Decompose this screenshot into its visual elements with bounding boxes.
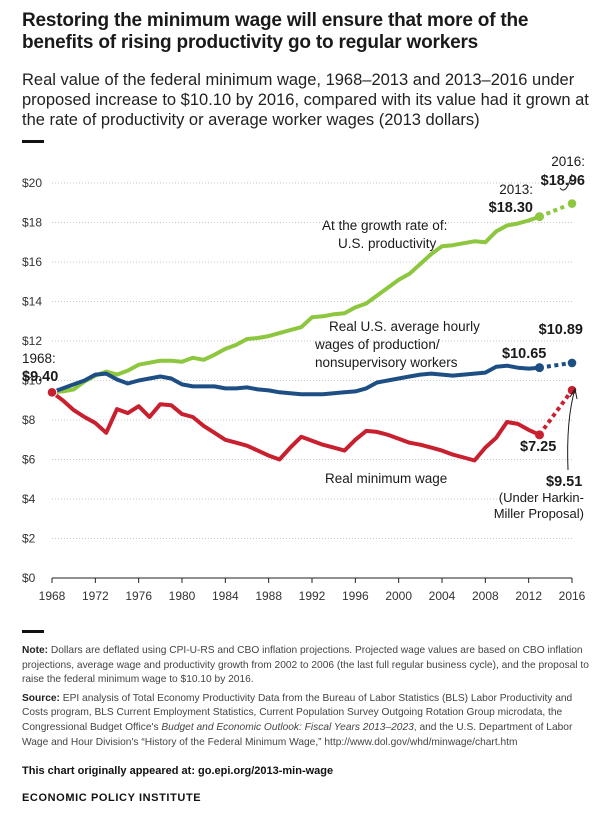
y-tick-label: $6 xyxy=(22,453,36,467)
org-name: ECONOMIC POLICY INSTITUTE xyxy=(22,792,202,804)
productivity-series-line xyxy=(50,214,542,395)
x-tick-label: 2008 xyxy=(472,589,499,603)
source-italic: Budget and Economic Outlook: Fiscal Year… xyxy=(161,721,414,733)
chart-subtitle: Real value of the federal minimum wage, … xyxy=(22,71,589,129)
productivity-2013-point xyxy=(535,212,544,222)
note-text: Dollars are deflated using CPI-U-RS and … xyxy=(22,645,589,686)
notes-rule xyxy=(22,630,44,633)
wages-series-label-2: wages of production/ xyxy=(314,337,440,352)
x-tick-label: 1996 xyxy=(342,589,369,603)
line-chart: $0 $2 $4 $6 $8 $10 $12 $14 $16 $18 $20 1968 1972 1976… xyxy=(22,154,586,603)
notes-block: Note: Dollars are deflated using CPI-U-R… xyxy=(22,644,592,754)
wages-2013-point xyxy=(535,363,544,373)
source-text-1: EPI analysis of Total Economy Productivi… xyxy=(22,692,573,733)
wages-2013-value-label: $10.65 xyxy=(502,346,546,362)
x-tick-label: 1992 xyxy=(299,589,326,603)
start-point xyxy=(46,387,58,398)
wages-projection-line xyxy=(539,360,573,370)
chart-title: Restoring the minimum wage will ensure t… xyxy=(22,10,529,53)
x-tick-label: 1976 xyxy=(125,589,152,603)
minimum_wage-2013-point xyxy=(535,430,544,440)
min-2016-pointer xyxy=(567,388,576,471)
productivity-projection-line xyxy=(538,201,573,219)
x-tick-label: 2004 xyxy=(429,589,456,603)
y-tick-label: $14 xyxy=(22,295,42,309)
prod-2016-value-label: $18.96 xyxy=(541,173,585,189)
y-tick-label: $10 xyxy=(22,374,42,388)
prod-series-label-1: At the growth rate of: xyxy=(322,218,447,233)
prod-2013-value-label: $18.30 xyxy=(489,200,533,216)
source-paragraph: Source: EPI analysis of Total Economy Pr… xyxy=(22,692,592,750)
x-tick-label: 2012 xyxy=(515,589,542,603)
x-tick-label: 1984 xyxy=(212,589,239,603)
y-tick-label: $18 xyxy=(22,216,42,230)
start-year-label: 1968: xyxy=(22,351,56,366)
minimum_wage-series-line xyxy=(50,390,542,463)
source-text-2: , and the U.S. Department of Labor Wage … xyxy=(22,721,573,748)
wages-2016-value-label: $10.89 xyxy=(539,322,583,338)
prod-2016-year-label: 2016: xyxy=(551,154,585,169)
prod-series-label-2: U.S. productivity xyxy=(338,236,437,251)
min-2016-pointer-head xyxy=(569,387,578,400)
minimum_wage-projection-line xyxy=(537,389,574,436)
min-2013-value-label: $7.25 xyxy=(520,439,556,455)
x-tick-label: 1980 xyxy=(169,589,196,603)
x-tick-label: 2016 xyxy=(559,589,586,603)
y-tick-label: $4 xyxy=(22,492,36,506)
x-tick-label: 1968 xyxy=(39,589,66,603)
source-label: Source: xyxy=(22,692,60,704)
wages-series-line xyxy=(50,363,542,397)
y-tick-label: $20 xyxy=(22,176,42,190)
productivity-2016-point xyxy=(566,198,578,209)
wages-series-label-3: nonsupervisory workers xyxy=(315,355,458,370)
x-tick-label: 1972 xyxy=(82,589,109,603)
y-tick-label: $12 xyxy=(22,334,42,348)
min-2016-value-label: $9.51 xyxy=(546,474,582,490)
min-series-label: Real minimum wage xyxy=(325,471,447,486)
y-tick-label: $0 xyxy=(22,571,36,585)
y-tick-label: $16 xyxy=(22,255,42,269)
y-tick-label: $8 xyxy=(22,413,36,427)
note-paragraph: Note: Dollars are deflated using CPI-U-R… xyxy=(22,644,592,688)
note-label: Note: xyxy=(22,645,49,656)
min-2016-note-1: (Under Harkin- xyxy=(499,490,584,505)
x-tick-label: 1988 xyxy=(255,589,282,603)
prod-2013-year-label: 2013: xyxy=(499,182,533,197)
min-2016-note-2: Miller Proposal) xyxy=(494,506,584,521)
wages-series-label-1: Real U.S. average hourly xyxy=(329,319,480,334)
wages-2016-point xyxy=(566,357,578,369)
y-tick-label: $2 xyxy=(22,532,36,546)
x-tick-label: 2000 xyxy=(385,589,412,603)
header-rule xyxy=(22,140,44,143)
prod-2016-pointer xyxy=(559,173,573,191)
start-value-label: $9.40 xyxy=(22,369,58,385)
appeared-at-link[interactable]: This chart originally appeared at: go.ep… xyxy=(22,765,334,777)
